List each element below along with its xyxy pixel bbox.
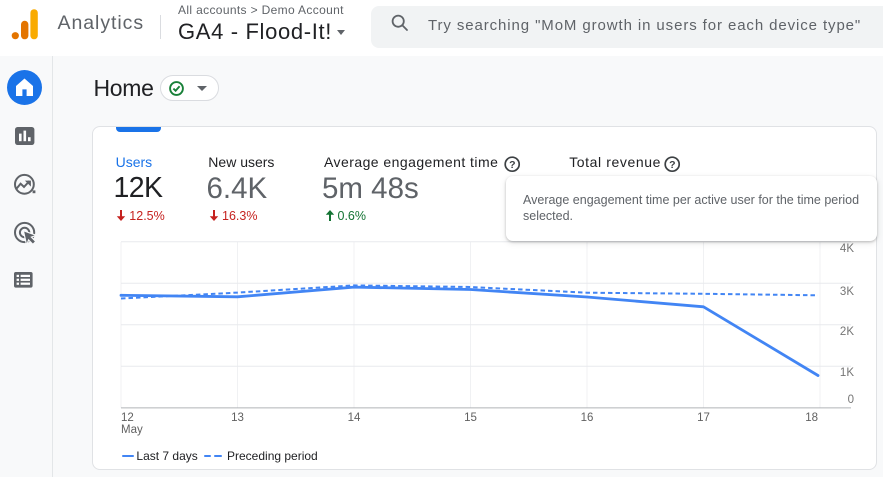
svg-text:?: ? [509, 159, 515, 171]
svg-text:?: ? [669, 159, 675, 171]
